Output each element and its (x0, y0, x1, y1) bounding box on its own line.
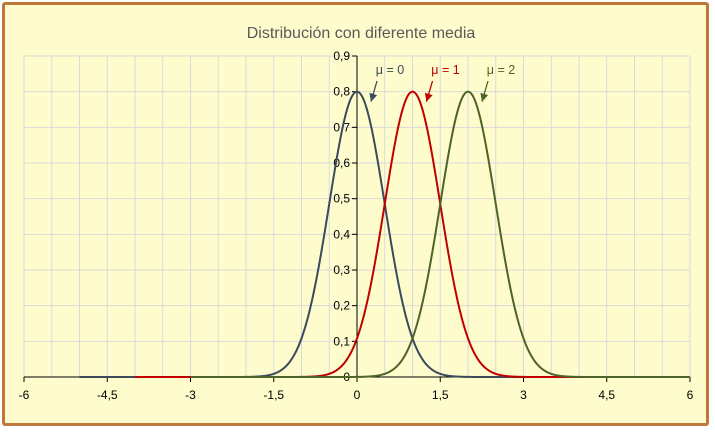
y-tick-label: 0,9 (333, 49, 350, 63)
annotation-arrowhead-0 (369, 92, 378, 102)
x-tick-label: 3 (520, 388, 527, 402)
x-tick-label: 6 (687, 388, 694, 402)
series-line-2 (190, 90, 690, 378)
annotation-label-1: μ = 1 (431, 63, 459, 77)
x-tick-label: -6 (19, 388, 30, 402)
series-annotations: μ = 0 μ = 1 μ = 2 (369, 63, 515, 102)
x-tick-labels: -6 -4,5 -3 -1,5 0 1,5 3 4,5 6 (19, 388, 694, 402)
x-tick-label: 1,5 (432, 388, 449, 402)
y-tick-labels: 00,10,20,30,40,50,60,70,80,9 (333, 49, 350, 384)
chart-title: Distribución con diferente media (247, 25, 476, 42)
y-tick-label: 0,8 (333, 85, 350, 99)
annotation-label-2: μ = 2 (487, 63, 515, 77)
annotation-label-0: μ = 0 (376, 63, 404, 77)
x-tick-label: -4,5 (97, 388, 118, 402)
x-tick-label: 4,5 (598, 388, 615, 402)
chart-frame: Distribución con diferente media -6 -4,5-… (2, 2, 709, 426)
y-tick-label: 0,3 (333, 263, 350, 277)
x-tick-label: -3 (185, 388, 196, 402)
series-curves (79, 90, 690, 378)
axes (23, 55, 691, 382)
y-tick-label: 0,2 (333, 299, 350, 313)
y-tick-label: 0,1 (333, 334, 350, 348)
x-tick-label: -1,5 (263, 388, 284, 402)
y-tick-label: 0,4 (333, 227, 350, 241)
y-tick-label: 0,5 (333, 192, 350, 206)
annotation-arrowhead-1 (424, 92, 433, 102)
chart: Distribución con diferente media -6 -4,5-… (19, 25, 694, 402)
annotation-arrowhead-2 (480, 92, 489, 102)
x-tick-label: 0 (354, 388, 361, 402)
